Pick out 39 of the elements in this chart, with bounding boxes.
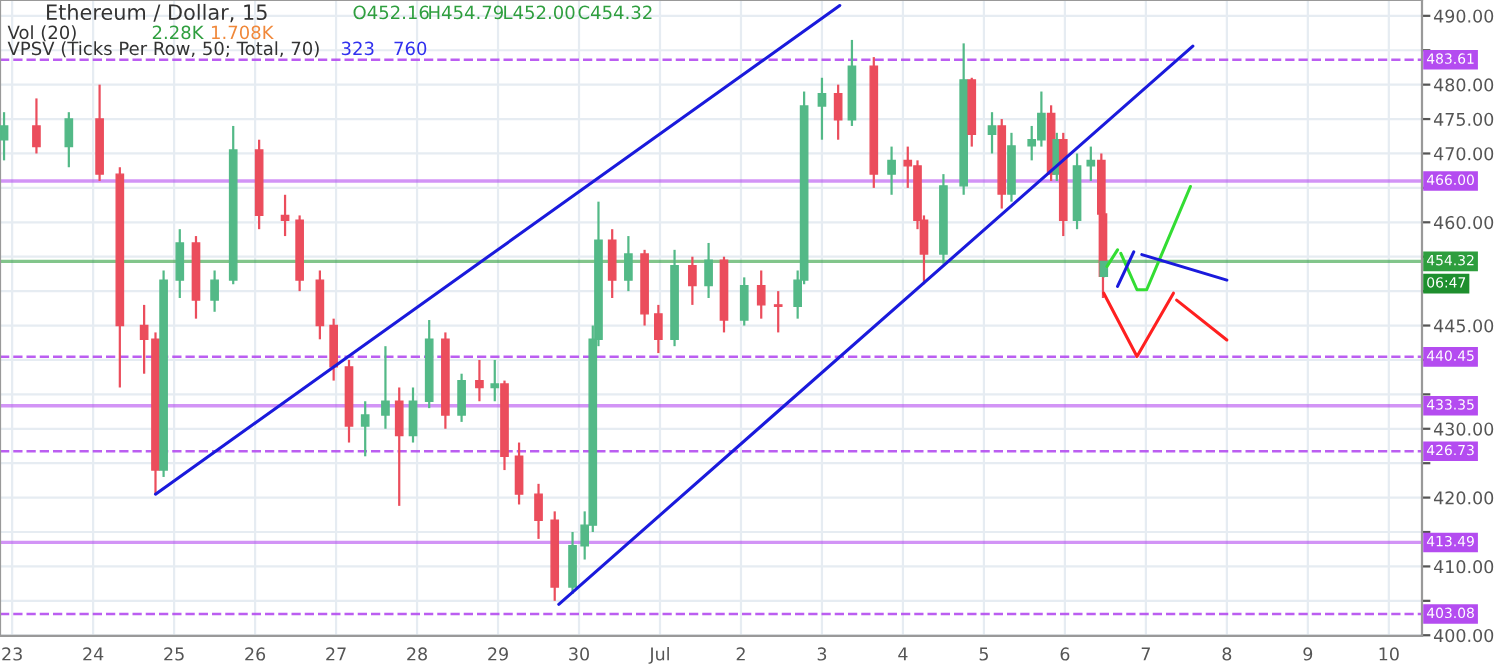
- x-tick-label: 30: [569, 647, 589, 661]
- y-tick-label: 460.00: [1433, 215, 1494, 230]
- x-tick-label: 3: [817, 647, 827, 661]
- x-tick-label: 25: [164, 647, 184, 661]
- x-tick-label: 29: [488, 647, 508, 661]
- x-tick-label: 27: [326, 647, 346, 661]
- x-tick-label: 6: [1060, 647, 1070, 661]
- x-tick-label: 4: [898, 647, 908, 661]
- x-tick-label: 8: [1222, 647, 1232, 661]
- x-tick-label: 7: [1141, 647, 1150, 661]
- annotation: 2.28K: [152, 25, 204, 40]
- y-tick-label: 445.00: [1433, 319, 1494, 333]
- annotation: 1.708K: [211, 25, 274, 40]
- y-tick-label: 400.00: [1433, 628, 1494, 643]
- y-tick-label: 480.00: [1433, 78, 1494, 92]
- y-tick-label: 410.00: [1433, 560, 1494, 574]
- annotation: VPSV (Ticks Per Row, 50; Total, 70): [7, 41, 319, 58]
- x-tick-label: 2: [736, 647, 745, 661]
- y-tick-label: 420.00: [1433, 491, 1494, 505]
- x-tick-label: 23: [2, 647, 22, 661]
- x-tick-label: 9: [1303, 647, 1313, 661]
- annotation: H454.79: [429, 5, 503, 20]
- annotation: 760: [394, 41, 427, 56]
- annotation: 323: [341, 41, 374, 56]
- x-tick-label: 10: [1379, 647, 1399, 661]
- y-tick-label: 430.00: [1433, 422, 1494, 436]
- x-tick-label: Jul: [648, 647, 669, 664]
- y-tick-label: 475.00: [1433, 112, 1494, 126]
- annotation: C454.32: [578, 5, 652, 20]
- annotation: Vol (20): [7, 25, 76, 42]
- x-tick-label: 28: [407, 647, 427, 661]
- x-tick-label: 5: [979, 647, 988, 661]
- chart-title: Ethereum / Dollar, 15: [47, 3, 267, 23]
- x-tick-label: 26: [245, 647, 266, 661]
- y-tick-label: 490.00: [1433, 9, 1494, 23]
- y-tick-label: 470.00: [1433, 147, 1494, 161]
- x-tick-label: 24: [83, 647, 104, 661]
- annotation: O452.16: [353, 5, 429, 20]
- annotation: L452.00: [504, 5, 575, 20]
